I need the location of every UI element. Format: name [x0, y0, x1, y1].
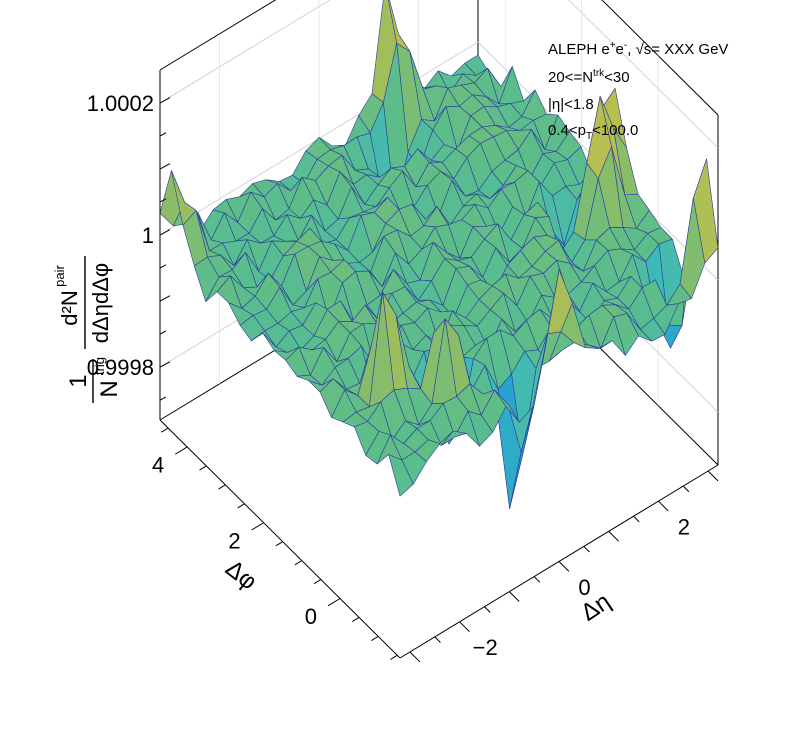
y-axis-title: Δφ [220, 555, 262, 596]
z-tick [159, 361, 171, 368]
x-tick [658, 500, 669, 512]
x-tick [583, 546, 590, 553]
y-tick [313, 579, 322, 585]
z-axis-title: 1 N trig d²N pair dΔηdΔφ [52, 256, 123, 403]
x-tick-label: 0 [578, 575, 590, 600]
x-tick [558, 561, 570, 572]
z-tick [159, 229, 171, 236]
z-title-ntrig: N [96, 380, 123, 397]
z-tick [159, 264, 167, 269]
z-tick [159, 163, 171, 170]
z-tick-label: 1 [142, 223, 154, 248]
z-tick [159, 198, 167, 203]
y-tick [275, 541, 283, 547]
y-tick [371, 635, 379, 641]
y-tick [174, 446, 188, 455]
z-tick [159, 396, 167, 401]
y-tick-label: 2 [228, 528, 240, 553]
z-title-ntrig-sup: trig [92, 357, 107, 375]
y-tick [237, 503, 245, 509]
z-title-deta-dphi: dΔηdΔφ [88, 263, 113, 343]
frame-edge [601, 0, 719, 116]
y-tick [294, 560, 303, 566]
x-tick [434, 636, 441, 643]
x-tick [533, 576, 541, 583]
experiment-label: ALEPH e+e-, √s= XXX GeV [548, 40, 729, 58]
y-tick [161, 427, 169, 433]
x-tick [608, 530, 619, 542]
x-tick [484, 606, 491, 613]
frame-edge [159, 0, 277, 71]
surface-mesh [159, 0, 719, 509]
y-tick [327, 598, 341, 607]
z-tick [159, 132, 167, 137]
z-tick-label: 0.9998 [87, 355, 154, 380]
z-tick-label: 1.0002 [87, 91, 154, 116]
z-title-pair-sup: pair [52, 264, 67, 286]
x-tick [409, 651, 421, 663]
y-tick [251, 522, 264, 531]
pt-range-label: 0.4<pT<100.0 [548, 122, 639, 142]
y-tick [218, 484, 226, 490]
z-tick [159, 330, 167, 335]
grid-line [568, 0, 719, 149]
y-tick-label: 4 [152, 453, 164, 478]
x-tick-label: −2 [473, 635, 498, 660]
z-title-one: 1 [65, 374, 92, 387]
z-tick [159, 97, 171, 104]
multiplicity-label: 20<=Ntrk<30 [548, 68, 630, 86]
axis-ticks [159, 97, 719, 663]
surface-cell [388, 454, 414, 497]
x-tick [633, 515, 640, 523]
y-tick [352, 617, 360, 623]
z-tick [159, 295, 171, 302]
tick-labels: −2 0 2 0 2 4 0.9998 1 1.0002 [87, 91, 690, 660]
x-tick [508, 591, 520, 602]
x-tick [682, 485, 690, 493]
x-tick [707, 470, 719, 482]
y-tick [199, 465, 207, 471]
x-tick-label: 2 [678, 515, 690, 540]
y-tick-label: 0 [305, 604, 317, 629]
frame-edge [159, 419, 401, 659]
y-tick [390, 654, 398, 660]
z-title-d2n: d²N [57, 290, 82, 325]
eta-cut-label: |η|<1.8 [548, 96, 594, 113]
x-tick [459, 621, 470, 633]
